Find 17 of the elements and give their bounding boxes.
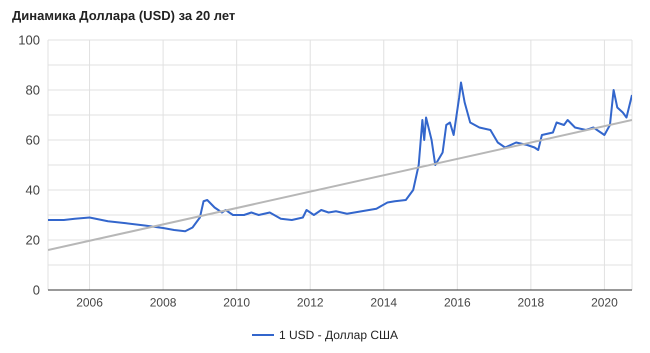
y-tick-label: 0 bbox=[32, 282, 40, 298]
legend-label: 1 USD - Доллар США bbox=[278, 328, 398, 342]
x-tick-label: 2016 bbox=[444, 296, 471, 310]
y-tick-label: 60 bbox=[26, 132, 40, 148]
y-tick-label: 40 bbox=[26, 182, 40, 198]
x-tick-label: 2010 bbox=[223, 296, 250, 310]
x-tick-label: 2014 bbox=[370, 296, 398, 310]
y-tick-label: 20 bbox=[26, 232, 40, 248]
chart-title: Динамика Доллара (USD) за 20 лет bbox=[12, 8, 236, 25]
x-tick-label: 2008 bbox=[150, 296, 177, 310]
y-tick-label: 100 bbox=[18, 32, 40, 48]
x-tick-label: 2006 bbox=[76, 296, 104, 310]
x-tick-label: 2018 bbox=[518, 296, 545, 310]
x-tick-label: 2012 bbox=[296, 296, 324, 310]
y-tick-label: 80 bbox=[26, 82, 40, 98]
x-tick-label: 2020 bbox=[591, 296, 618, 310]
line-series bbox=[48, 82, 632, 232]
